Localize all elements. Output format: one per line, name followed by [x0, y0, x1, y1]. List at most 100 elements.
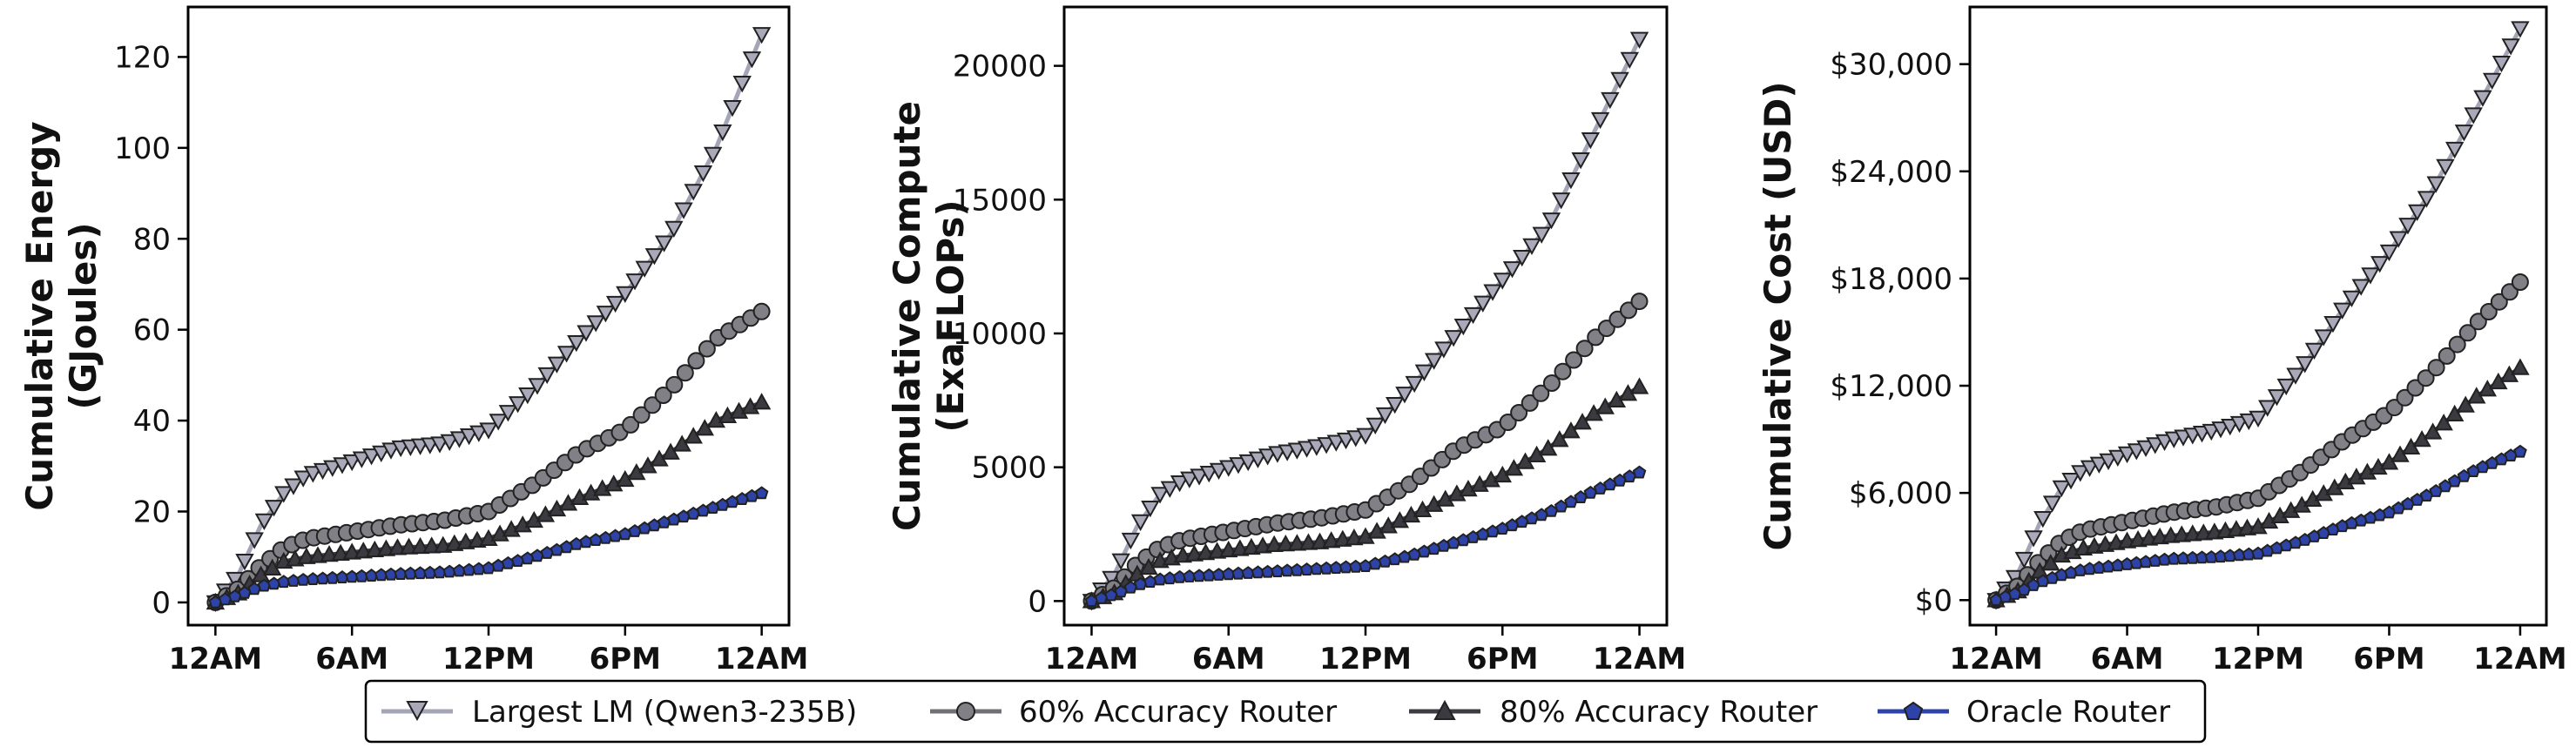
data-point	[264, 500, 284, 517]
data-point	[1336, 432, 1356, 450]
data-point	[2511, 273, 2529, 291]
y-tick-label: 0	[152, 586, 171, 621]
data-point	[2385, 399, 2404, 417]
data-point	[2014, 551, 2034, 569]
data-point	[556, 346, 577, 363]
data-point	[1532, 384, 1550, 402]
y-axis-title: Cumulative Compute	[886, 101, 928, 531]
data-point	[752, 302, 771, 320]
data-point	[2479, 303, 2498, 320]
data-point	[381, 442, 401, 460]
data-point	[313, 462, 333, 481]
data-point	[1453, 318, 1473, 336]
data-point	[2417, 191, 2437, 208]
y-tick-label: 120	[114, 40, 171, 75]
data-point	[2379, 244, 2399, 262]
data-point	[1160, 481, 1180, 498]
data-point	[1601, 91, 1620, 110]
data-point	[1473, 295, 1493, 313]
data-point	[490, 524, 509, 542]
data-point	[2434, 414, 2453, 431]
data-point	[1111, 553, 1130, 570]
data-point	[1405, 375, 1424, 394]
data-point	[2342, 290, 2362, 307]
data-point	[695, 419, 714, 436]
data-point	[2136, 440, 2155, 458]
data-point	[1571, 151, 1590, 170]
data-point	[718, 406, 738, 424]
data-point	[323, 460, 342, 477]
data-point	[2146, 437, 2165, 454]
data-point	[1541, 212, 1561, 230]
data-point	[1209, 462, 1229, 481]
data-point	[1326, 434, 1345, 452]
data-point	[1199, 466, 1218, 483]
x-tick-label: 12PM	[442, 642, 535, 677]
data-point	[352, 451, 372, 468]
data-point	[752, 27, 772, 44]
data-point	[1276, 534, 1295, 552]
data-point	[1375, 407, 1395, 425]
legend-entry-largest-lm: Largest LM (Qwen3-235B)	[381, 695, 857, 730]
data-point	[2398, 218, 2418, 235]
data-point	[2445, 141, 2465, 159]
data-point	[2229, 415, 2249, 434]
data-point	[674, 202, 693, 219]
data-point	[537, 367, 556, 385]
data-point	[1102, 570, 1121, 589]
data-point	[1573, 413, 1592, 430]
x-tick-label: 12AM	[1045, 642, 1138, 677]
data-point	[567, 335, 586, 353]
plot-area	[1064, 7, 1667, 625]
plot-frame	[1062, 5, 1669, 627]
data-point	[410, 536, 430, 555]
y-tick-label: 10000	[953, 317, 1047, 352]
cost-chart-panel: $0 $6,000 $12,000 $18,000 $24,000 $30,000 12AM…	[1757, 5, 2567, 677]
data-point	[732, 76, 752, 93]
x-tick-label: 12AM	[2473, 642, 2566, 677]
legend-label: 60% Accuracy Router	[1019, 695, 1337, 730]
data-point	[1575, 340, 1594, 358]
data-point	[2458, 324, 2477, 342]
data-point	[2445, 404, 2465, 422]
x-tick-label: 12AM	[715, 642, 808, 677]
data-point	[2500, 283, 2519, 301]
data-point	[672, 434, 691, 452]
data-point	[489, 414, 508, 431]
data-point	[1597, 320, 1615, 338]
data-point	[2304, 342, 2324, 360]
data-point	[1610, 71, 1629, 90]
data-point	[1258, 448, 1278, 466]
data-point	[684, 184, 703, 201]
data-point	[1180, 471, 1199, 488]
data-point	[502, 520, 521, 537]
data-point	[2370, 256, 2390, 273]
legend-entry-60-router: 60% Accuracy Router	[930, 695, 1337, 730]
data-point	[2423, 422, 2443, 440]
data-point	[1483, 284, 1502, 301]
data-point	[1561, 421, 1581, 439]
x-tick-label: 6PM	[590, 642, 661, 677]
data-point	[2080, 460, 2100, 477]
data-point	[1629, 377, 1649, 394]
data-point	[2482, 72, 2502, 91]
data-point	[2296, 356, 2315, 374]
data-point	[2426, 176, 2445, 193]
legend-marker-triangle-up	[1433, 699, 1456, 720]
data-point	[2351, 279, 2370, 296]
data-point	[654, 235, 674, 252]
data-point	[459, 428, 479, 446]
data-point	[1513, 249, 1532, 267]
data-point	[644, 248, 664, 266]
data-point	[693, 165, 713, 183]
data-point	[372, 445, 391, 463]
data-point	[2406, 379, 2424, 397]
data-point	[2221, 418, 2240, 436]
data-point	[2041, 554, 2060, 571]
data-point	[1539, 439, 1558, 456]
data-point	[742, 51, 762, 69]
x-tick-label: 6AM	[2091, 642, 2164, 677]
data-point	[2492, 55, 2512, 73]
data-point	[684, 427, 703, 444]
data-point	[2127, 443, 2146, 461]
